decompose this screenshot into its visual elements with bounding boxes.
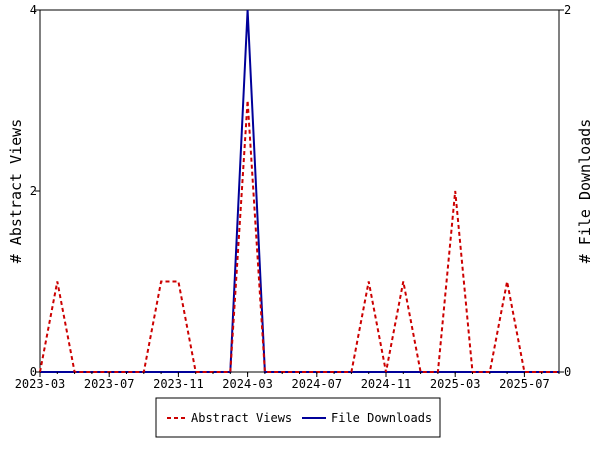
y-left-tick-label: 0 (30, 365, 37, 379)
x-tick-label: 2023-07 (84, 377, 135, 391)
y-axis-left-title: # Abstract Views (7, 119, 25, 264)
x-tick-label: 2024-03 (222, 377, 273, 391)
x-tick-label: 2025-03 (430, 377, 481, 391)
plot-area (39, 9, 560, 373)
y-axis-right-title: # File Downloads (576, 119, 594, 264)
legend-box (155, 397, 441, 438)
legend-label-file-downloads: File Downloads (331, 411, 432, 425)
legend-label-abstract-views: Abstract Views (191, 411, 292, 425)
x-tick-label: 2023-11 (153, 377, 204, 391)
y-left-tick-label: 4 (30, 3, 37, 17)
y-right-tick-label: 0 (564, 365, 571, 379)
y-left-tick-label: 2 (30, 184, 37, 198)
x-tick-label: 2025-07 (499, 377, 550, 391)
x-tick-label: 2023-03 (15, 377, 66, 391)
y-right-tick-label: 2 (564, 3, 571, 17)
x-tick-label: 2024-07 (292, 377, 343, 391)
x-tick-label: 2024-11 (361, 377, 412, 391)
legend: Abstract Views File Downloads (155, 397, 441, 438)
ticks-layer: 2023-03 2023-07 2023-11 2024-03 2024-07 2024-… (15, 3, 572, 391)
